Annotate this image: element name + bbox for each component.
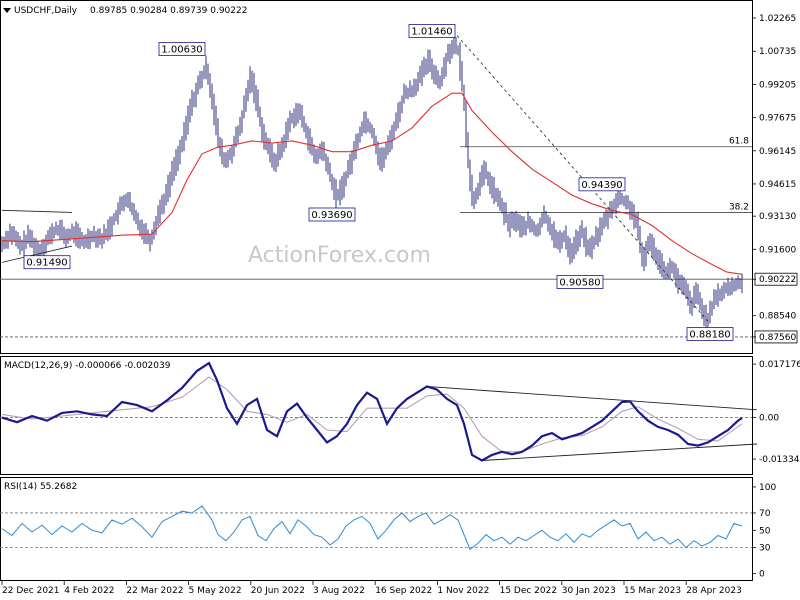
sma-line: [1, 92, 743, 275]
date-axis-label: 15 Dec 2022: [500, 586, 557, 596]
price-axis-label: 0.88540: [759, 312, 796, 322]
price-axis-label: 0.94615: [759, 180, 796, 190]
collapse-triangle-icon[interactable]: [3, 8, 11, 13]
swing-label-text: 0.91490: [26, 258, 67, 269]
price-axis-label: 1.02265: [759, 14, 796, 24]
price-layer: 61.8 38.2 1.00630 1.01460 0.93690 0.91490 0.90…: [0, 24, 752, 341]
macd-line: [1, 361, 743, 462]
rsi-axis-label: 50: [759, 526, 771, 536]
macd-title: MACD(12,26,9) -0.000066 -0.002039: [4, 361, 171, 371]
price-axis-label: 0.96145: [759, 147, 796, 157]
price-axis-label: 0.90222: [759, 275, 796, 285]
rsi-axis-label: 70: [759, 509, 771, 519]
swing-label: 0.91490: [23, 255, 71, 270]
date-axis-label: 16 Sep 2022: [375, 586, 432, 596]
macd-panel-frame: [0, 356, 753, 475]
rsi-axis-label: 30: [759, 544, 771, 554]
macd-signal-line: [1, 376, 743, 453]
swing-label-box: [556, 275, 604, 289]
macd-layer: 0.017176 0.00 -0.01334: [0, 360, 800, 465]
price-bars: [1, 36, 743, 330]
price-axis-label: 0.99205: [759, 80, 796, 90]
price-axis-label: 0.91600: [759, 245, 796, 255]
date-axis-label: 3 Aug 2022: [313, 586, 365, 596]
chart-header: USDCHF,Daily 0.89785 0.90284 0.89739 0.9…: [3, 6, 247, 16]
price-axis-label: 0.93130: [759, 212, 796, 222]
swing-label: 1.01460: [408, 24, 456, 38]
price-trendline: [1, 245, 73, 263]
swing-label: 0.88180: [686, 327, 734, 341]
swing-label-box: [23, 255, 71, 270]
swing-label-box: [408, 24, 456, 38]
swing-label-box: [158, 42, 206, 56]
macd-trendline: [426, 385, 758, 411]
swing-label-box: [578, 177, 626, 192]
swing-label: 0.90580: [556, 275, 604, 289]
swing-label: 0.93690: [308, 207, 356, 222]
ohlc-readout: 0.89785 0.90284 0.89739 0.90222: [90, 6, 247, 16]
price-axis-label: 0.87560: [759, 333, 796, 343]
rsi-axis-label: 100: [759, 483, 776, 493]
date-axis-label: 30 Jan 2023: [562, 586, 616, 596]
price-axis-label: 0.97675: [759, 114, 796, 124]
swing-label: 0.94390: [578, 177, 626, 192]
swing-label-text: 1.01460: [411, 26, 452, 37]
watermark: ActionForex.com: [248, 243, 431, 268]
fib-level-label: 61.8: [729, 137, 749, 147]
price-panel-frame: [0, 0, 753, 354]
rsi-line: [1, 505, 743, 551]
macd-axis-label: 0.017176: [759, 360, 800, 370]
date-axis-label: 15 Mar 2023: [624, 586, 681, 596]
macd-axis-label: -0.01334: [759, 455, 800, 465]
rsi-axis-label: 0: [759, 570, 765, 580]
date-axis-label: 28 Apr 2023: [686, 586, 742, 596]
swing-label-text: 0.93690: [311, 210, 352, 221]
date-axis-label: 22 Mar 2022: [126, 586, 183, 596]
macd-trendline: [481, 443, 758, 461]
axis-layer: 1.02265 1.00735 0.99205 0.97675 0.96145 0.946…: [1, 14, 798, 596]
date-axis-label: 22 Dec 2021: [2, 586, 60, 596]
swing-label-text: 0.94390: [581, 180, 622, 191]
price-trendline: [1, 209, 73, 213]
swing-label-text: 0.90580: [559, 277, 600, 288]
rsi-layer: 100 70 50 30 0: [0, 483, 776, 580]
date-axis-label: 4 Feb 2022: [64, 586, 114, 596]
swing-label: 1.00630: [158, 42, 206, 56]
swing-label-box: [308, 207, 356, 222]
fib-level-label: 38.2: [729, 202, 749, 212]
swing-label-text: 1.00630: [161, 44, 202, 55]
rsi-title: RSI(14) 55.2682: [4, 482, 77, 492]
date-axis-label: 20 Jun 2022: [251, 586, 305, 596]
swing-label-box: [686, 327, 734, 341]
macd-axis-label: 0.00: [759, 414, 779, 424]
symbol-label: USDCHF,Daily: [14, 6, 78, 16]
rsi-panel-frame: [0, 477, 753, 581]
date-axis-label: 1 Nov 2022: [437, 586, 489, 596]
price-axis-label: 1.00735: [759, 47, 796, 57]
date-axis-label: 5 May 2022: [189, 586, 242, 596]
swing-label-text: 0.88180: [689, 329, 730, 340]
